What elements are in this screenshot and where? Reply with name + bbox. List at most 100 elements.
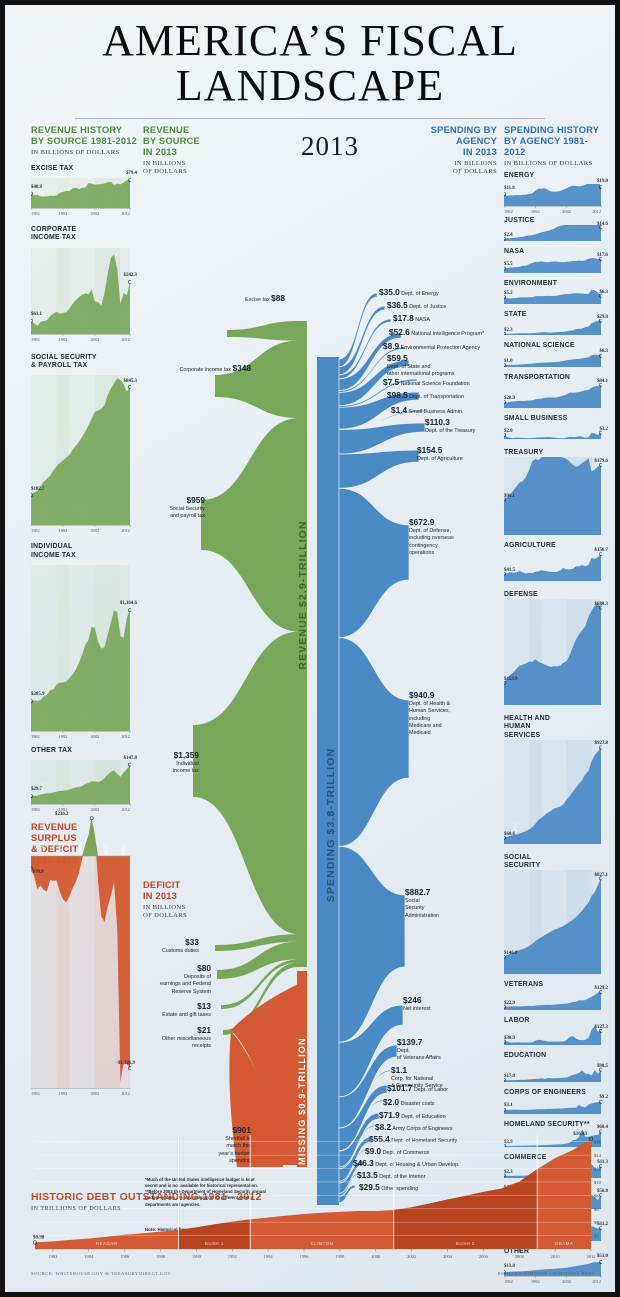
spending-item-desc: Dept. of the Interior	[379, 1173, 426, 1180]
revenue-item-amount: $88	[271, 292, 285, 303]
spending-item-label: $36.5 Dept. of Justice	[387, 300, 497, 311]
spending-item-amount: $882.7	[405, 886, 431, 897]
spending-item-label: $9.0 Dept. of Commerce	[365, 1146, 497, 1157]
chart-start-value: $40.8	[31, 184, 43, 190]
chart-end-value: $242.3	[123, 272, 137, 278]
revenue-item-label: Excise tax $88	[201, 293, 285, 304]
spending-chart-environment: ENVIRONMENT $5.2 $6.3	[504, 280, 608, 308]
svg-text:2002: 2002	[562, 1279, 571, 1284]
svg-text:1982: 1982	[31, 337, 40, 342]
deficit-2013-units-line1: IN BILLIONS	[143, 903, 186, 911]
svg-text:1992: 1992	[59, 1091, 68, 1096]
spending-item-desc: Dept. of Defense,	[409, 528, 451, 535]
revenue-chart-social-security-payroll-tax: SOCIAL SECURITY& PAYROLL TAXREAGANBUSH 1…	[31, 354, 137, 533]
svg-text:2012: 2012	[121, 734, 130, 739]
spending-item-amount: $52.6	[389, 326, 410, 337]
spending-item-label: $110.3 Dept. of the Treasury	[425, 417, 499, 436]
spending-2013-units: IN BILLIONS OF DOLLARS	[423, 160, 497, 176]
spending-2013-column: SPENDING BY AGENCY IN 2013 IN BILLIONS O…	[423, 125, 497, 176]
revenue-item-amount: $348	[232, 362, 251, 373]
spending-item-label: $71.9 Dept. of Education	[379, 1110, 497, 1121]
spending-item-desc: Dept. of Health &	[409, 701, 451, 708]
spending-item-amount: $8.2	[375, 1121, 392, 1132]
chart-end-value: $147.8	[123, 755, 137, 761]
spending-item-label: $7.5 National Science Foundation	[383, 377, 499, 388]
chart-title: STATE	[504, 311, 527, 319]
chart-title: HOMELAND SECURITY**	[504, 1120, 590, 1128]
chart-start-value: $2.4	[504, 233, 513, 239]
chart-title: COMMERCE	[504, 1153, 547, 1161]
spending-item-label: $17.8 NASA	[393, 313, 497, 324]
chart-end-value: $129.2	[594, 985, 608, 991]
revenue-item-amount: $33	[185, 936, 199, 947]
spending-item-desc: Medicare and	[409, 722, 442, 729]
svg-text:1992: 1992	[531, 1279, 540, 1284]
chart-title: INDIVIDUAL INCOME TAX	[31, 543, 76, 559]
spending-item-desc: including	[409, 715, 431, 722]
revenue-item-desc: Excise tax	[245, 296, 270, 303]
chart-title: EDUCATION	[504, 1051, 547, 1059]
chart-start-value: $2.0	[504, 429, 513, 435]
spending-item-desc: Social	[405, 898, 420, 905]
spending-item-desc: Dept. of Housing & Urban Develop.	[375, 1161, 460, 1168]
revenue-history-heading-line1: REVENUE HISTORY	[31, 124, 123, 135]
svg-text:2002: 2002	[90, 734, 99, 739]
svg-text:1988: 1988	[156, 1254, 166, 1259]
spending-2013-heading: SPENDING BY AGENCY IN 2013	[423, 125, 497, 158]
chart-start-value: $20.9	[504, 396, 516, 402]
deficit-2013-heading-line1: DEFICIT	[143, 879, 181, 890]
svg-text:2002: 2002	[407, 1254, 416, 1259]
spending-item-desc: Small Business Admin.	[408, 408, 464, 415]
spending-item-amount: $98.5	[387, 389, 408, 400]
revenue-history-heading-line2: BY SOURCE 1981-2012	[31, 135, 137, 146]
spending-item-amount: $672.9	[409, 516, 435, 527]
svg-text:1992: 1992	[531, 209, 540, 214]
spending-item-label: $98.5 Dept. of Transportation	[387, 390, 499, 401]
deficit-start-value: -$78.9	[31, 869, 44, 875]
revenue-item-desc: receipts	[192, 1043, 211, 1050]
chart-title: NASA	[504, 248, 525, 256]
svg-text:REAGAN: REAGAN	[96, 1241, 118, 1246]
surplus-deficit-area: REAGAN BUSH 1 CLINTON BUSH 2 OBAMA 1982 1992 20…	[31, 816, 131, 1096]
spending-item-amount: $940.9	[409, 689, 435, 700]
spending-chart-national-science: NATIONAL SCIENCE $1.0 $6.3	[504, 342, 608, 370]
svg-text:1996: 1996	[300, 1254, 310, 1259]
chart-title: SOCIAL SECURITY	[504, 853, 541, 870]
deficit-2013-desc-2: match this	[226, 1143, 251, 1150]
svg-text:2002: 2002	[90, 337, 99, 342]
spending-chart-energy: ENERGY 1982 1992 2002 2012 $11.8 $19.0	[504, 172, 608, 214]
revenue-2013-units: IN BILLIONS OF DOLLARS	[143, 160, 261, 176]
svg-text:1992: 1992	[59, 337, 68, 342]
chart-start-value: $41.5	[504, 567, 516, 573]
spending-item-label: $672.9 Dept. of Defense, including oversea…	[409, 517, 499, 557]
chart-start-value: $182.7	[31, 486, 45, 492]
spending-item-desc: Net interest	[403, 1006, 431, 1013]
revenue-item-amount: $959	[186, 494, 205, 505]
chart-start-value: $146.8	[504, 951, 518, 957]
chart-start-value: $3.1	[504, 1103, 513, 1109]
spending-item-label: $52.6 National Intelligence Program*	[389, 327, 499, 338]
svg-text:1992: 1992	[59, 211, 68, 216]
source-left: SOURCE: WHITEHOUSE.GOV & TREASURYDIRECT.…	[31, 1271, 172, 1276]
spending-item-label: $55.4 Dept. of Homeland Security	[369, 1134, 497, 1145]
spending-item-amount: $246	[403, 994, 422, 1005]
revenue-2013-column: REVENUE BY SOURCE IN 2013 IN BILLIONS OF…	[143, 125, 261, 176]
svg-text:2002: 2002	[90, 807, 99, 812]
spending-item-label: $13.5 Dept. of the Interior	[357, 1170, 497, 1181]
svg-text:$16: $16	[594, 1140, 602, 1145]
svg-text:2002: 2002	[90, 528, 99, 533]
spending-item-desc: Dept.	[397, 1048, 410, 1055]
revenue-total-label: REVENUE $2.9-TRILLION	[297, 520, 309, 670]
svg-text:1992: 1992	[59, 807, 68, 812]
spending-item-desc: of Veterans Affairs	[397, 1055, 441, 1062]
svg-text:1990: 1990	[192, 1254, 202, 1259]
spending-2013-heading-line2: AGENCY	[456, 135, 497, 146]
chart-title: TREASURY	[504, 449, 544, 457]
spending-item-desc: other international programs	[387, 371, 455, 378]
chart-title: AGRICULTURE	[504, 542, 556, 550]
revenue-item-desc: Corporate income tax	[179, 366, 232, 373]
